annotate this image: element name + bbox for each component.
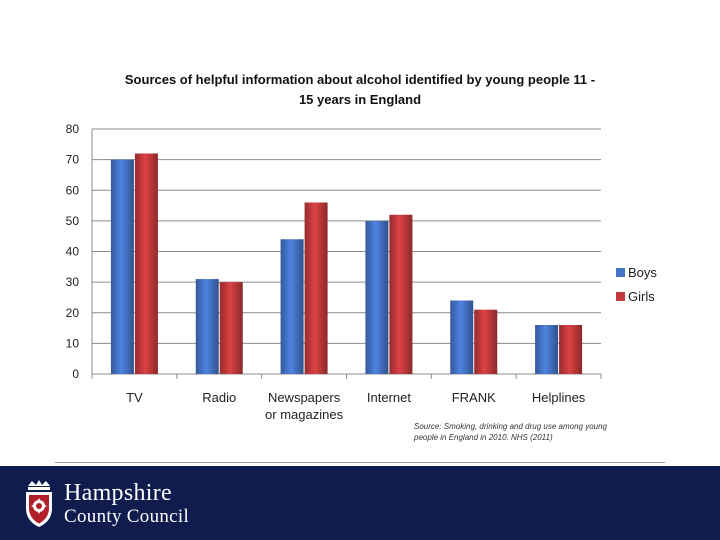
legend-swatch-boys bbox=[616, 268, 625, 277]
chart-title-line-2: 15 years in England bbox=[298, 92, 422, 107]
y-tick-label-50: 50 bbox=[66, 214, 80, 228]
y-tick-label-10: 10 bbox=[66, 336, 80, 350]
y-tick-label-40: 40 bbox=[66, 245, 80, 259]
footer-banner: Hampshire County Council bbox=[0, 466, 720, 540]
x-tick-label-5: Helplines bbox=[532, 390, 586, 405]
chart-title-line-1: Sources of helpful information about alc… bbox=[124, 72, 596, 87]
y-tick-label-80: 80 bbox=[66, 122, 80, 136]
x-tick-label-0: TV bbox=[126, 390, 143, 405]
bar-girls-2 bbox=[304, 202, 328, 374]
footer-divider bbox=[55, 462, 665, 463]
bar-girls-0 bbox=[134, 153, 158, 374]
y-tick-label-70: 70 bbox=[66, 153, 80, 167]
bar-boys-1 bbox=[195, 279, 219, 374]
legend-label-girls: Girls bbox=[628, 289, 655, 304]
y-tick-label-20: 20 bbox=[66, 306, 80, 320]
bar-girls-5 bbox=[559, 325, 583, 374]
legend-label-boys: Boys bbox=[628, 265, 657, 280]
bar-girls-1 bbox=[219, 282, 243, 374]
y-tick-label-30: 30 bbox=[66, 275, 80, 289]
x-tick-label-3: Internet bbox=[367, 390, 411, 405]
x-tick-label-1: Radio bbox=[202, 390, 236, 405]
x-tick-label-2-line-1: or magazines bbox=[265, 407, 344, 422]
bar-chart: 0 10 20 30 40 50 60 70 80 TV Radio Newspapers or mag… bbox=[66, 122, 658, 422]
y-tick-label-0: 0 bbox=[72, 367, 79, 381]
bar-boys-3 bbox=[365, 220, 389, 374]
chart-title: Sources of helpful information about alc… bbox=[110, 70, 610, 110]
source-note-line-1: Source: Smoking, drinking and drug use a… bbox=[414, 422, 608, 431]
bar-boys-5 bbox=[535, 325, 559, 374]
x-tick-label-4: FRANK bbox=[452, 390, 496, 405]
bar-boys-0 bbox=[110, 159, 134, 374]
org-name-line-2: County Council bbox=[64, 506, 190, 527]
x-tick-label-2-line-0: Newspapers bbox=[268, 390, 341, 405]
y-tick-label-60: 60 bbox=[66, 183, 80, 197]
source-note: Source: Smoking, drinking and drug use a… bbox=[414, 421, 644, 443]
source-note-line-2: people in England in 2010. NHS (2011) bbox=[414, 433, 553, 442]
bar-girls-3 bbox=[389, 214, 413, 374]
org-name-line-1: Hampshire bbox=[64, 480, 173, 506]
bar-boys-4 bbox=[450, 300, 474, 374]
bar-girls-4 bbox=[474, 309, 498, 374]
legend-swatch-girls bbox=[616, 292, 625, 301]
county-crest-icon bbox=[26, 480, 52, 527]
bar-boys-2 bbox=[280, 239, 304, 374]
